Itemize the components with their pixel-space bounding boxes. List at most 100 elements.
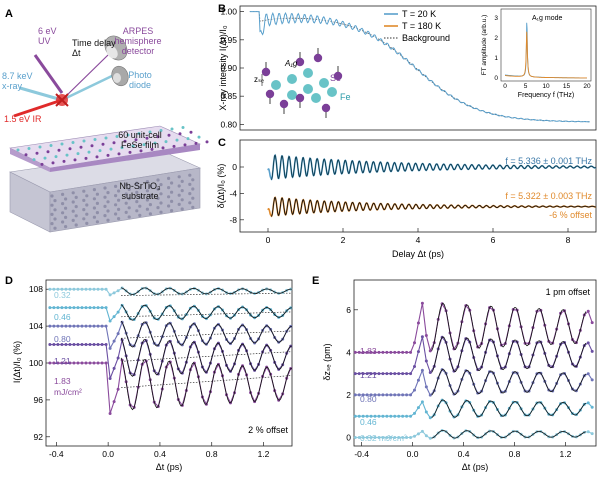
ft-inset-y-tick: 3	[494, 15, 498, 22]
substrate-atom	[167, 186, 171, 190]
y-tick-label: 104	[29, 321, 43, 331]
panel-e-point	[361, 393, 365, 397]
panel-d-point	[64, 343, 68, 347]
film-atom	[156, 135, 160, 139]
film-atom	[131, 144, 135, 148]
panel-d-point	[76, 324, 80, 328]
panel-d-fluence-unit: mJ/cm²	[54, 387, 82, 397]
xray-beam	[19, 86, 63, 102]
substrate-atom	[191, 196, 195, 200]
film-atom	[134, 138, 138, 142]
substrate-atom	[177, 193, 181, 197]
panel-d-point	[88, 306, 92, 310]
x-tick-label: -0.4	[354, 449, 369, 459]
substrate-atom	[71, 209, 75, 213]
substrate-atom	[188, 173, 192, 177]
panel-d-point	[56, 306, 60, 310]
film-atom	[68, 147, 72, 151]
panel-e-fit-5	[431, 429, 586, 439]
film-atom	[51, 161, 55, 165]
panel-b: B X-ray intensity I(Δt)/I₀ 1.00 0.95 0.90 0…	[218, 3, 597, 131]
panel-e-point	[586, 341, 590, 345]
substrate-atom	[156, 206, 160, 210]
ft-inset-x-tick: 10	[542, 83, 550, 90]
panel-d-point	[108, 319, 112, 323]
panel-d-point	[72, 306, 76, 310]
film-atom	[186, 137, 190, 141]
legend-180k-label: T = 180 K	[402, 21, 441, 31]
panel-d-fluence-1: 0.32	[54, 290, 71, 300]
x-tick-label: 0.4	[458, 449, 470, 459]
fe-atom	[303, 68, 313, 78]
panel-d-point	[88, 324, 92, 328]
panel-d-point	[80, 361, 84, 365]
panel-e-point	[416, 378, 420, 382]
substrate-atom	[138, 186, 142, 190]
substrate-atom	[82, 217, 86, 221]
film-atom	[178, 132, 182, 136]
panel-e-point	[416, 350, 420, 354]
substrate-atom	[61, 211, 65, 215]
panel-e-point	[357, 350, 361, 354]
panel-d-point	[48, 343, 52, 347]
panel-e-point	[381, 435, 385, 439]
film-atom	[95, 155, 99, 159]
ft-inset-y-tick: 1	[494, 55, 498, 62]
panel-e-point	[393, 393, 397, 397]
panel-d-point	[80, 306, 84, 310]
panel-c-label: C	[218, 137, 226, 149]
substrate-atom	[148, 212, 152, 216]
film-atom	[84, 156, 88, 160]
panel-e-point	[409, 435, 413, 439]
film-atom	[65, 153, 69, 157]
panel-e-point	[405, 372, 409, 376]
x-tick-label: 1.2	[560, 449, 572, 459]
film-atom	[164, 140, 168, 144]
panel-e-point	[353, 350, 357, 354]
y-tick-label: 100	[29, 358, 43, 368]
a1g-label: A₁g	[284, 59, 298, 68]
panel-e-point	[357, 414, 361, 418]
film-atom	[43, 156, 47, 160]
substrate-atom	[92, 215, 96, 219]
substrate-atom	[103, 195, 107, 199]
panel-c-offset-label: -6 % offset	[549, 210, 592, 220]
film-atom	[76, 152, 80, 156]
substrate-atom	[124, 183, 128, 187]
panel-d-point	[60, 361, 64, 365]
substrate-atom	[95, 192, 99, 196]
panel-e-point	[353, 393, 357, 397]
substrate-atom	[64, 225, 68, 229]
panel-d-point	[116, 310, 120, 314]
substrate-atom	[114, 194, 118, 198]
panel-e-point	[420, 301, 424, 305]
panel-d-curves	[48, 286, 293, 416]
x-tick-label: 0.4	[154, 449, 166, 459]
panel-c-freq-20k: f = 5.336 ± 0.001 THz	[505, 156, 592, 166]
panel-e-point	[393, 372, 397, 376]
substrate-atom	[127, 206, 131, 210]
se-atom	[279, 99, 289, 109]
x-tick-label: 0.8	[509, 449, 521, 459]
y-tick-label: 0.90	[220, 63, 237, 73]
substrate-atom	[159, 201, 163, 205]
panel-e-point	[389, 435, 393, 439]
substrate-atom	[61, 192, 65, 196]
arpes-detector-icon	[104, 35, 128, 61]
se-atom	[265, 89, 275, 99]
panel-e-point	[365, 350, 369, 354]
panel-e-point	[401, 435, 405, 439]
panel-d-ylabel: I(Δt)/I₀ (%)	[12, 341, 22, 383]
panel-d-point	[88, 361, 92, 365]
film-atom	[35, 151, 39, 155]
panel-e-fluence-3: 0.80	[360, 394, 377, 404]
xray-reflected-beam	[61, 73, 115, 102]
substrate-atom	[82, 198, 86, 202]
panel-e-point	[385, 372, 389, 376]
film-atom	[104, 136, 108, 140]
film-atom	[197, 135, 201, 139]
fese-film	[9, 125, 209, 172]
panel-e-point	[397, 435, 401, 439]
panel-c-frame	[239, 139, 597, 233]
substrate-atom	[191, 205, 195, 209]
